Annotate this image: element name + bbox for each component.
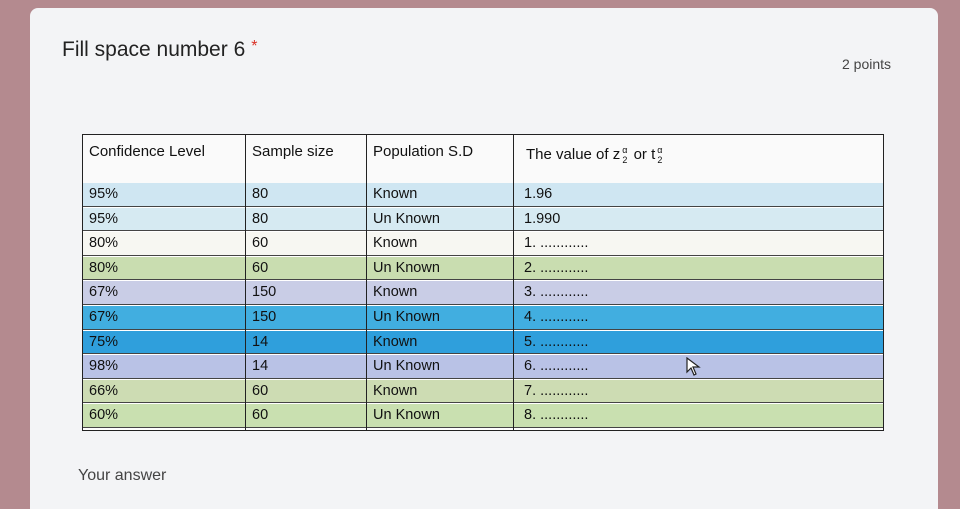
table-row: 67% 150 Un Known 4. ............ (83, 306, 883, 330)
cell-sample: 14 (252, 333, 269, 350)
column-divider (366, 135, 367, 430)
cell-value: 5. ............ (524, 333, 589, 350)
header-sample-size: Sample size (252, 143, 334, 160)
cell-sample: 60 (252, 407, 269, 424)
header-value-mid: or t (633, 145, 656, 163)
cell-population: Un Known (373, 407, 440, 424)
table-row: 80% 60 Un Known 2. ............ (83, 256, 883, 281)
cell-population: Un Known (373, 358, 440, 375)
cell-value: 2. ............ (524, 259, 589, 276)
cell-population: Known (373, 333, 418, 350)
cell-population: Un Known (373, 210, 440, 227)
table-header: Confidence Level Sample size Population … (83, 135, 883, 184)
cell-population: Known (373, 284, 418, 301)
table-row: 95% 80 Un Known 1.990 (83, 207, 883, 232)
cell-confidence: 60% (89, 407, 119, 424)
column-divider (513, 135, 514, 430)
cell-confidence: 80% (89, 259, 119, 276)
question-title: Fill space number 6 * (62, 38, 257, 62)
table-row: 66% 60 Known 7. ............ (83, 379, 883, 404)
header-value-prefix: The value of z (526, 145, 621, 163)
cell-value: 7. ............ (524, 382, 589, 399)
cell-confidence: 95% (89, 210, 119, 227)
cell-population: Known (373, 235, 418, 252)
header-population-sd: Population S.D (373, 143, 474, 160)
table-row: 67% 150 Known 3. ............ (83, 281, 883, 305)
cell-sample: 60 (252, 382, 269, 399)
cell-confidence: 67% (89, 309, 119, 325)
table-row: 80% 60 Known 1. ............ (83, 232, 883, 256)
cell-sample: 150 (252, 309, 277, 325)
cell-confidence: 75% (89, 333, 119, 350)
cell-value: 1.96 (524, 186, 553, 202)
cell-sample: 80 (252, 210, 269, 227)
question-title-text: Fill space number 6 (62, 38, 246, 61)
cell-value: 4. ............ (524, 309, 589, 325)
cell-value: 6. ............ (524, 358, 589, 375)
mouse-cursor-icon (686, 357, 701, 376)
cell-population: Un Known (373, 309, 440, 325)
t-frac-num: α (657, 145, 663, 155)
cell-population: Un Known (373, 259, 440, 276)
points-label: 2 points (842, 56, 892, 72)
cell-sample: 80 (252, 186, 269, 202)
table-row: 75% 14 Known 5. ............ (83, 330, 883, 355)
data-table: Confidence Level Sample size Population … (82, 134, 884, 431)
table-row: 60% 60 Un Known 8. ............ (83, 404, 883, 428)
cell-sample: 14 (252, 358, 269, 375)
z-frac-num: α (622, 145, 628, 155)
cell-confidence: 66% (89, 382, 119, 399)
table-row: 95% 80 Known 1.96 (83, 183, 883, 207)
cell-population: Known (373, 186, 418, 202)
cell-confidence: 95% (89, 186, 119, 202)
cell-value: 1.990 (524, 210, 561, 227)
cell-value: 8. ............ (524, 407, 589, 424)
cell-sample: 150 (252, 284, 277, 301)
required-mark: * (251, 38, 258, 55)
cell-sample: 60 (252, 259, 269, 276)
table-row: 98% 14 Un Known 6. ............ (83, 355, 883, 379)
cell-sample: 60 (252, 235, 269, 252)
t-frac-den: 2 (657, 155, 663, 165)
your-answer-label: Your answer (78, 467, 167, 484)
cell-population: Known (373, 382, 418, 399)
column-divider (245, 135, 246, 430)
header-confidence: Confidence Level (89, 143, 205, 160)
cell-confidence: 80% (89, 235, 119, 252)
cell-confidence: 67% (89, 284, 119, 301)
cell-confidence: 98% (89, 358, 119, 375)
z-frac-den: 2 (622, 155, 628, 165)
cell-value: 1. ............ (524, 235, 589, 252)
cell-value: 3. ............ (524, 284, 589, 301)
